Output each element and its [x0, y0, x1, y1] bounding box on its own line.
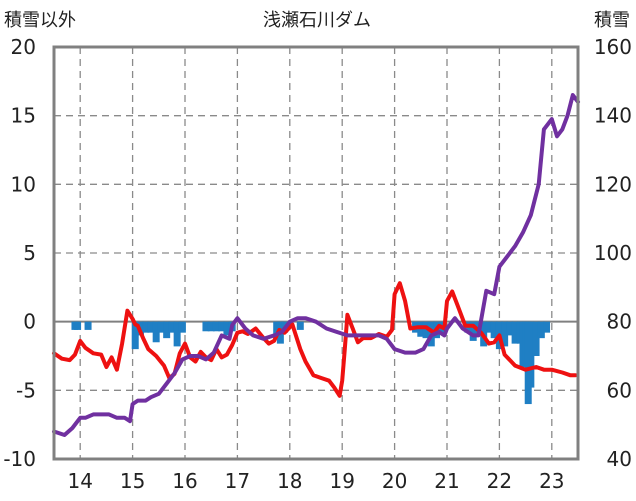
- bar: [296, 321, 304, 330]
- left-tick-label: 20: [11, 35, 36, 59]
- bar: [511, 321, 519, 344]
- bar: [84, 321, 92, 330]
- x-tick-label: 21: [434, 469, 459, 493]
- non-snow-line: [52, 281, 578, 398]
- x-tick-label: 23: [539, 469, 564, 493]
- right-tick-label: 60: [607, 378, 632, 402]
- line-series: [52, 93, 580, 437]
- bar: [527, 321, 535, 388]
- bar: [163, 321, 171, 339]
- bar: [218, 321, 226, 332]
- left-tick-label: -5: [16, 378, 36, 402]
- chart-title: 浅瀬石川ダム: [263, 10, 371, 31]
- left-tick-label: 0: [23, 310, 36, 334]
- left-tick-label: 10: [11, 172, 36, 196]
- bar: [532, 321, 540, 356]
- bar: [537, 321, 545, 339]
- left-axis-label: 積雪以外: [4, 10, 76, 31]
- x-tick-label: 14: [67, 469, 92, 493]
- bar: [212, 321, 220, 332]
- x-tick-label: 19: [329, 469, 354, 493]
- plot-frame: [52, 45, 580, 461]
- bar: [501, 321, 509, 347]
- bar: [543, 321, 551, 333]
- x-tick-labels: 14 15 16 17 18 19 20 21 22 23: [67, 469, 564, 493]
- left-tick-label: -10: [3, 447, 36, 471]
- bar: [273, 321, 281, 339]
- bar: [490, 321, 498, 339]
- right-tick-label: 80: [607, 310, 632, 334]
- gridlines: [54, 47, 578, 459]
- bar: [422, 321, 430, 339]
- bar: [223, 321, 231, 336]
- bar: [157, 321, 165, 333]
- bar: [469, 321, 477, 341]
- snow-line: [52, 93, 580, 437]
- bar: [173, 321, 181, 347]
- bar: [207, 321, 215, 332]
- bar: [417, 321, 425, 337]
- frame-border: [52, 45, 580, 461]
- bar: [147, 321, 155, 333]
- bar: [152, 321, 160, 343]
- bar: [142, 321, 150, 333]
- x-tick-label: 20: [382, 469, 407, 493]
- bar: [485, 321, 493, 333]
- right-tick-label: 140: [594, 104, 632, 128]
- right-tick-label: 40: [607, 447, 632, 471]
- right-axis-label: 積雪: [594, 10, 630, 31]
- right-tick-label: 120: [594, 172, 632, 196]
- left-tick-label: 5: [23, 241, 36, 265]
- right-tick-labels: 160 140 120 100 80 60 40: [594, 35, 632, 471]
- x-tick-label: 16: [172, 469, 197, 493]
- x-tick-label: 17: [225, 469, 250, 493]
- right-tick-label: 100: [594, 241, 632, 265]
- bar: [178, 321, 186, 333]
- bar: [168, 321, 176, 333]
- x-tick-label: 15: [120, 469, 145, 493]
- left-tick-labels: 20 15 10 5 0 -5 -10: [3, 35, 36, 471]
- bar: [202, 321, 210, 332]
- right-tick-label: 160: [594, 35, 632, 59]
- left-tick-label: 15: [11, 104, 36, 128]
- bar: [74, 321, 82, 330]
- x-tick-label: 18: [277, 469, 302, 493]
- x-tick-label: 22: [487, 469, 512, 493]
- bar: [131, 321, 139, 350]
- bar: [506, 321, 514, 336]
